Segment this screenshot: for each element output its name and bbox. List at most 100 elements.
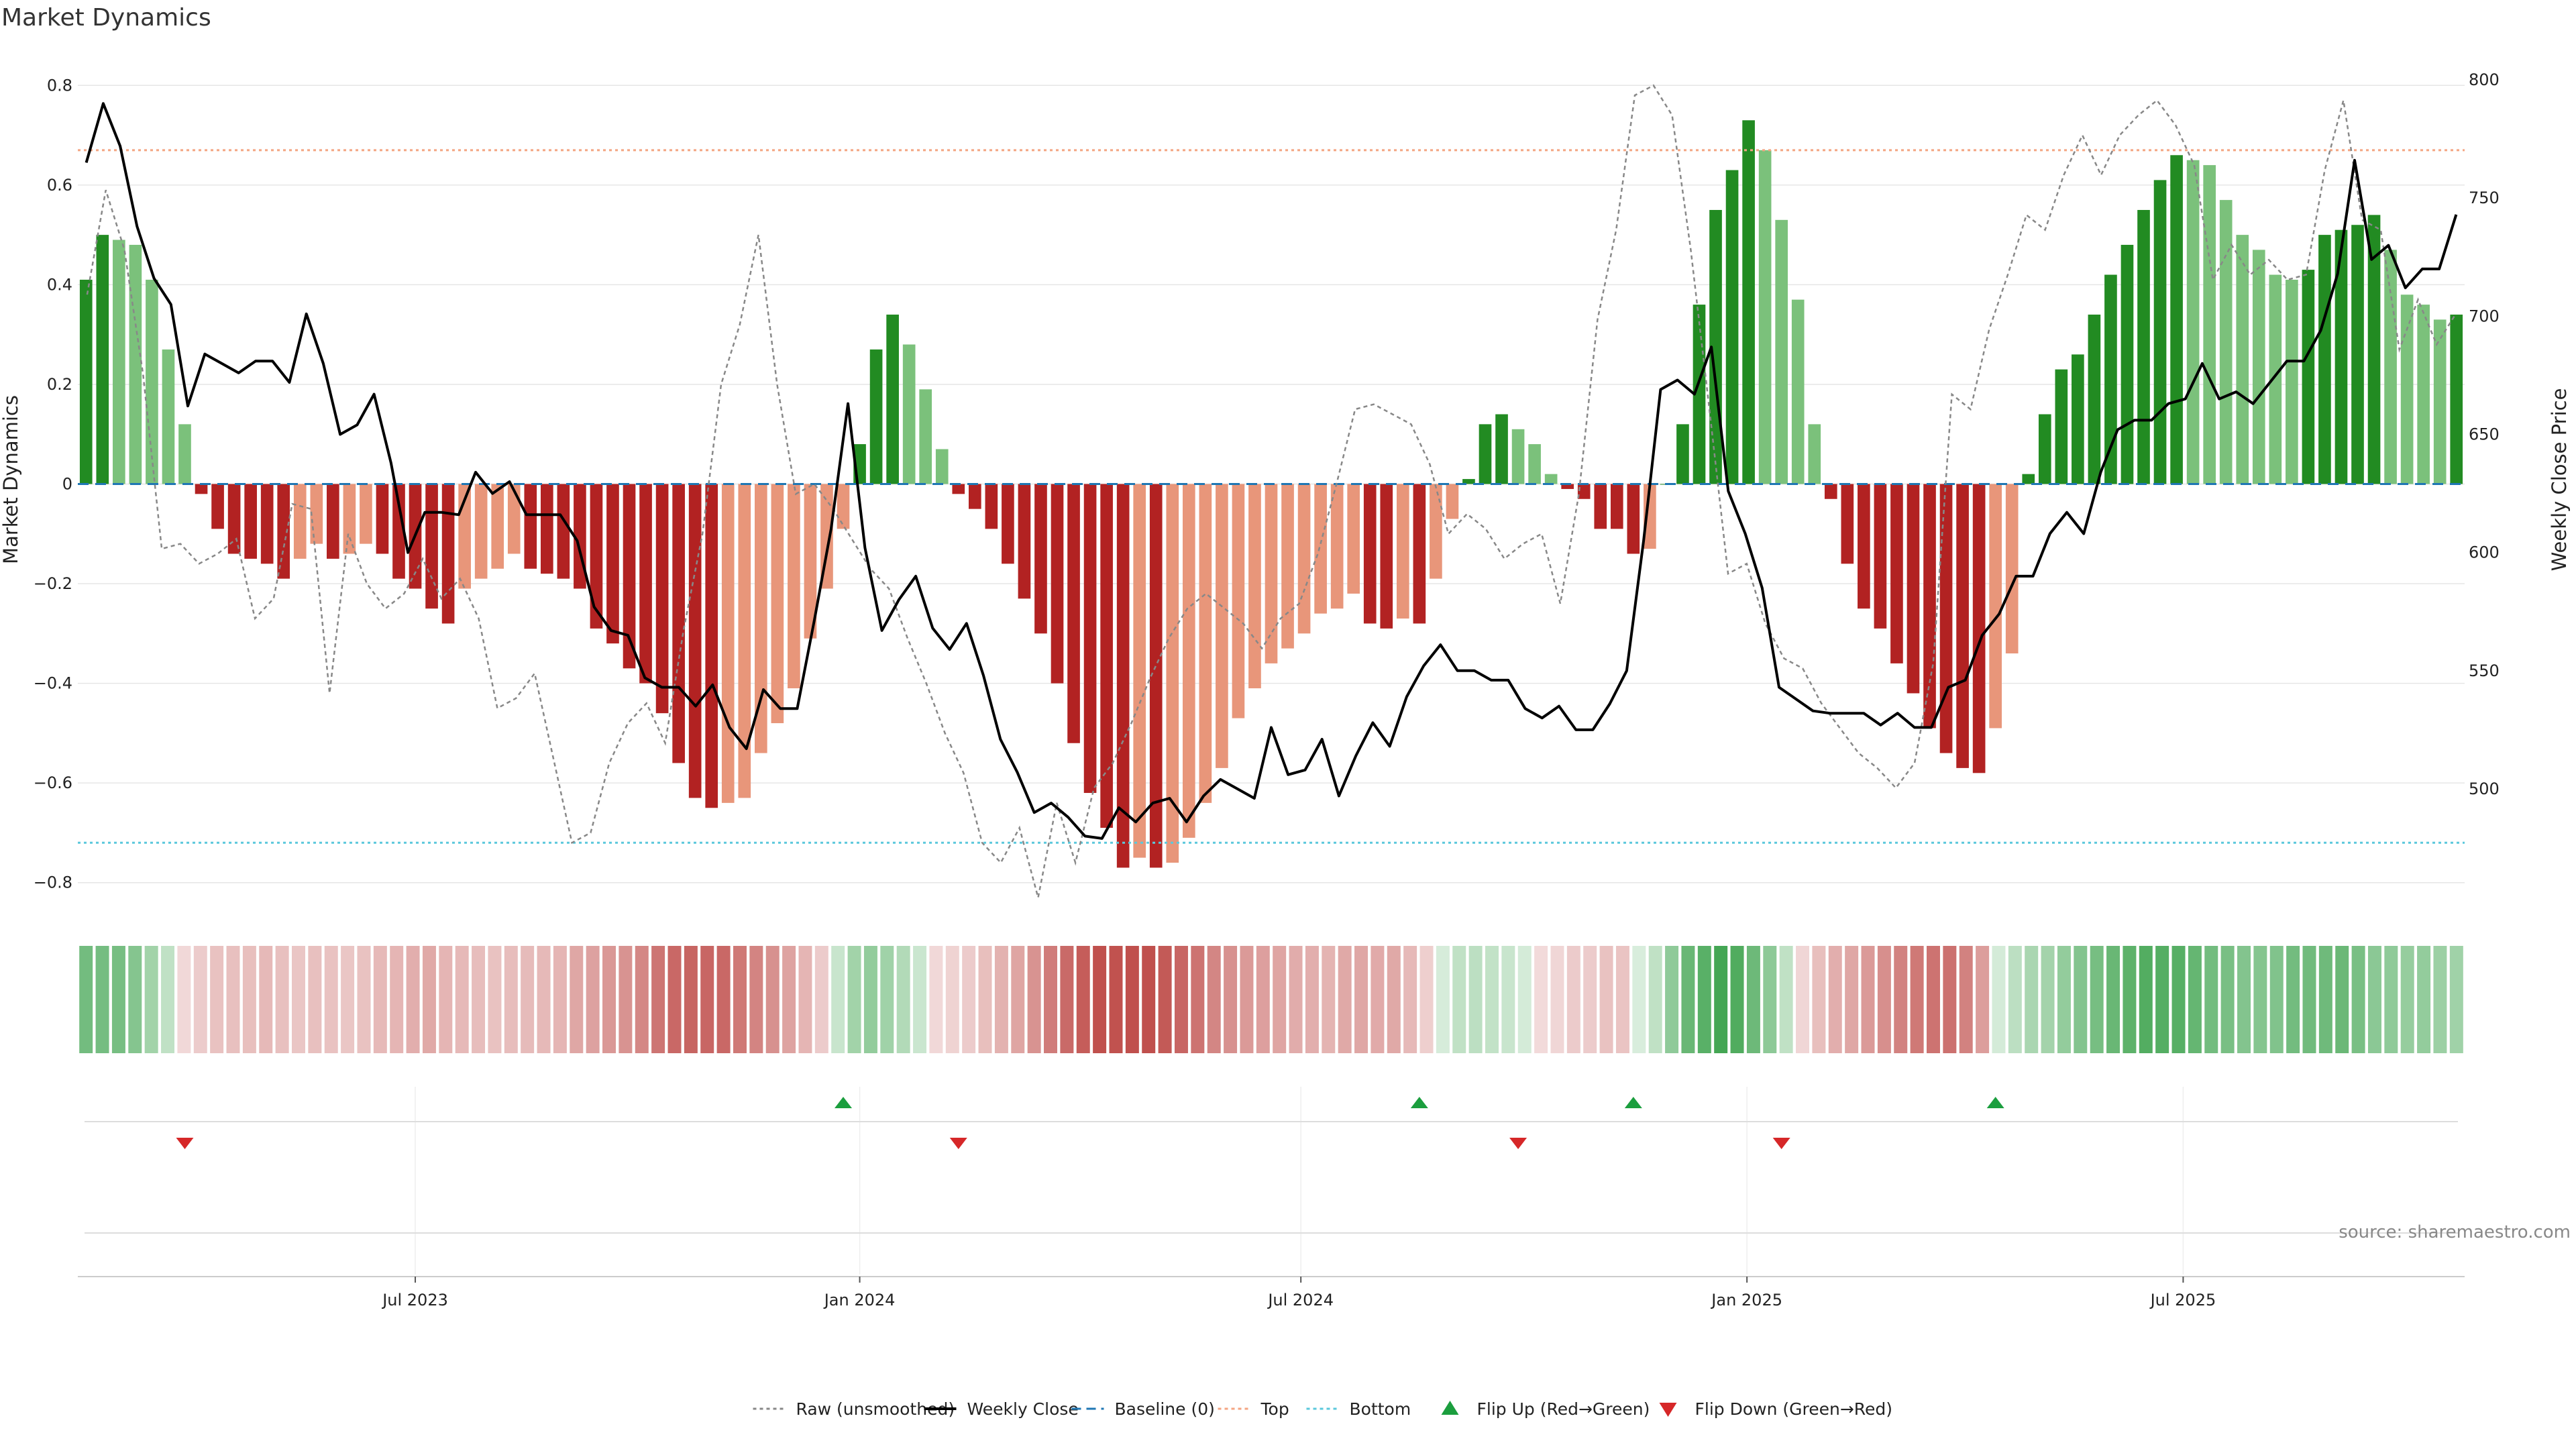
right-tick-label: 650 <box>2469 425 2500 444</box>
dynamics-bar <box>1446 484 1459 519</box>
strip-cell <box>553 946 567 1053</box>
dynamics-bar <box>1265 484 1278 663</box>
strip-cell <box>1926 946 1940 1053</box>
strip-cell <box>1485 946 1499 1053</box>
dynamics-bar <box>590 484 603 629</box>
dynamics-heat-strip <box>79 946 2463 1053</box>
strip-cell <box>2155 946 2169 1053</box>
dynamics-bar <box>1363 484 1377 624</box>
dynamics-bar <box>129 244 142 484</box>
strip-cell <box>1910 946 1924 1053</box>
strip-cell <box>2286 946 2300 1053</box>
strip-cell <box>1452 946 1466 1053</box>
dynamics-bar <box>1561 484 1574 489</box>
dynamics-bar <box>1594 484 1607 529</box>
dynamics-bar <box>606 484 619 644</box>
dynamics-bar <box>113 239 125 484</box>
strip-cell <box>863 946 877 1053</box>
strip-cell <box>570 946 584 1053</box>
strip-cell <box>455 946 469 1053</box>
left-tick-label: 0.4 <box>47 275 72 294</box>
flip-markers-panel <box>85 1087 2458 1275</box>
strip-cell <box>700 946 714 1053</box>
strip-cell <box>1943 946 1957 1053</box>
strip-cell <box>1142 946 1156 1053</box>
reference-lines <box>78 149 2465 844</box>
right-axis-label: Weekly Close Price <box>2548 388 2571 572</box>
dynamics-bar <box>2055 369 2068 484</box>
dynamics-bar <box>968 484 981 509</box>
dynamics-bar <box>1116 484 1130 868</box>
dynamics-bar <box>902 344 916 484</box>
strip-cell <box>406 946 420 1053</box>
dynamics-bar <box>2104 274 2117 484</box>
dynamics-bar <box>1627 484 1640 554</box>
strip-cell <box>1093 946 1107 1053</box>
strip-cell <box>1599 946 1613 1053</box>
strip-cell <box>716 946 731 1053</box>
flip-up-marker <box>1986 1097 2004 1108</box>
strip-cell <box>782 946 796 1053</box>
dynamics-bar <box>441 484 455 624</box>
dynamics-bars <box>79 120 2463 868</box>
dynamics-bar <box>2302 270 2315 484</box>
dynamics-bar <box>688 484 702 798</box>
dynamics-bar <box>952 484 965 494</box>
dynamics-bar <box>2022 474 2035 484</box>
strip-cell <box>1665 946 1679 1053</box>
x-tick-label: Jan 2025 <box>1710 1291 1782 1309</box>
strip-cell <box>733 946 747 1053</box>
strip-cell <box>1730 946 1744 1053</box>
strip-cell <box>373 946 387 1053</box>
dynamics-bar <box>293 484 307 559</box>
left-tick-label: 0.8 <box>47 76 72 95</box>
x-tick-label: Jul 2023 <box>381 1291 448 1309</box>
dynamics-bar <box>1018 484 1031 599</box>
strip-cell <box>1468 946 1483 1053</box>
flip-up-marker <box>835 1097 853 1108</box>
dynamics-bar <box>1067 484 1080 743</box>
right-tick-label: 800 <box>2469 70 2500 89</box>
dynamics-bar <box>425 484 438 609</box>
flip-down-marker <box>949 1138 967 1149</box>
strip-cell <box>635 946 649 1053</box>
dynamics-bar <box>623 484 636 669</box>
strip-cell <box>259 946 273 1053</box>
strip-cell <box>1746 946 1760 1053</box>
dynamics-bar <box>2121 244 2134 484</box>
dynamics-bar <box>869 349 883 484</box>
dynamics-bar <box>935 449 949 484</box>
dynamics-bar <box>2433 319 2447 484</box>
dynamics-bar <box>721 484 735 803</box>
strip-cell <box>95 946 109 1053</box>
strip-cell <box>161 946 175 1053</box>
dynamics-bar <box>1874 484 1887 629</box>
strip-cell <box>1289 946 1303 1053</box>
dynamics-bar <box>1676 424 1689 484</box>
strip-cell <box>1060 946 1074 1053</box>
dynamics-bar <box>1281 484 1294 649</box>
legend-swatch <box>1441 1401 1459 1415</box>
right-tick-label: 500 <box>2469 780 2500 798</box>
dynamics-bar <box>2005 484 2019 654</box>
chart-title: Market Dynamics <box>1 4 211 32</box>
dynamics-bar <box>2417 305 2430 484</box>
dynamics-bar <box>1528 444 1541 484</box>
dynamics-bar <box>1808 424 1821 484</box>
strip-cell <box>1109 946 1123 1053</box>
strip-cell <box>1632 946 1646 1053</box>
dynamics-bar <box>1314 484 1327 614</box>
legend-item: Baseline (0) <box>1071 1399 1215 1419</box>
dynamics-bar <box>672 484 685 763</box>
dynamics-bar <box>1462 479 1475 484</box>
strip-cell <box>2335 946 2349 1053</box>
dynamics-bar <box>162 349 175 484</box>
weekly-close-line <box>85 102 2458 840</box>
dynamics-bar <box>2252 250 2265 484</box>
dynamics-bar <box>1644 484 1656 549</box>
strip-cell <box>2008 946 2022 1053</box>
dynamics-bar <box>2367 215 2381 484</box>
strip-cell <box>765 946 780 1053</box>
strip-cell <box>2433 946 2447 1053</box>
dynamics-bar <box>771 484 784 724</box>
